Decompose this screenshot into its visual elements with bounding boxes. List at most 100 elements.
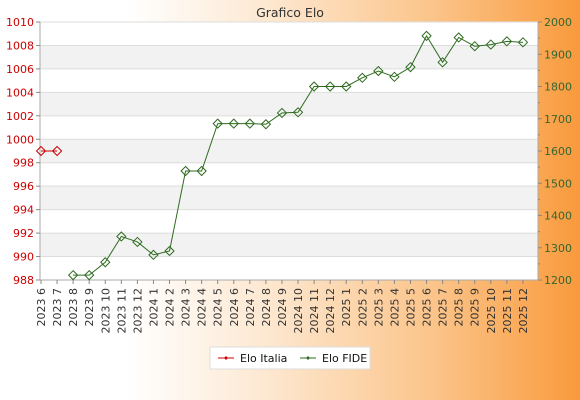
x-tick-label: 2023 7 — [51, 288, 64, 327]
x-tick-label: 2025 11 — [501, 288, 514, 334]
left-tick-label: 1010 — [6, 16, 34, 29]
data-point — [517, 37, 529, 48]
right-tick-label: 1400 — [544, 210, 572, 223]
series-elo-fide — [67, 30, 529, 281]
x-tick-label: 2024 12 — [324, 288, 337, 334]
x-tick-label: 2023 9 — [83, 288, 96, 327]
plot-area — [40, 21, 538, 281]
right-tick-label: 1900 — [544, 48, 572, 61]
data-point — [196, 165, 207, 177]
left-tick-label: 1006 — [6, 63, 34, 76]
x-tick-label: 2023 10 — [99, 288, 112, 334]
data-point — [180, 165, 191, 177]
data-point — [260, 119, 272, 130]
x-tick-label: 2025 8 — [453, 288, 466, 327]
x-tick-label: 2024 3 — [180, 288, 193, 327]
left-tick-label: 988 — [13, 274, 34, 287]
legend-label: Elo FIDE — [322, 352, 367, 365]
x-tick-label: 2025 9 — [469, 288, 482, 327]
data-point — [67, 269, 79, 281]
data-point — [501, 36, 513, 47]
data-point — [308, 81, 320, 92]
x-tick-label: 2024 1 — [147, 288, 160, 327]
right-tick-label: 1300 — [544, 242, 572, 255]
data-point — [324, 81, 336, 92]
left-tick-label: 1002 — [6, 110, 34, 123]
data-point — [485, 39, 497, 50]
chart-title: Grafico Elo — [256, 5, 324, 20]
x-tick-label: 2025 1 — [340, 288, 353, 327]
grid-band — [40, 139, 538, 163]
grid-band — [40, 92, 538, 116]
data-point — [164, 245, 175, 257]
x-tick-label: 2024 6 — [228, 288, 241, 327]
data-point — [469, 40, 480, 52]
data-point — [51, 145, 63, 157]
right-tick-label: 2000 — [544, 16, 572, 29]
x-tick-label: 2025 12 — [517, 288, 530, 334]
legend-item: Elo Italia — [218, 352, 287, 365]
data-point — [132, 236, 143, 248]
left-tick-label: 1000 — [6, 133, 34, 146]
data-point — [405, 61, 416, 73]
legend-box — [209, 346, 371, 370]
right-tick-label: 1200 — [544, 274, 572, 287]
x-tick-label: 2023 11 — [115, 288, 128, 334]
grid-band — [40, 209, 538, 234]
x-tick-label: 2023 12 — [131, 288, 144, 334]
data-point — [100, 257, 111, 268]
x-tick-label: 2024 2 — [164, 288, 177, 327]
legend-marker — [224, 356, 228, 360]
series-elo-italia — [35, 145, 63, 157]
data-point — [421, 30, 432, 42]
data-point — [212, 118, 223, 129]
data-point — [292, 107, 304, 118]
series-layer — [35, 30, 529, 281]
grid-band — [40, 68, 538, 93]
legend: Elo Italia Elo FIDE — [209, 346, 371, 370]
legend-item: Elo FIDE — [300, 352, 367, 365]
data-point — [437, 57, 448, 68]
left-tick-label: 994 — [13, 204, 34, 217]
x-tick-label: 2023 8 — [67, 288, 80, 327]
right-tick-label: 1600 — [544, 145, 572, 158]
grid-band — [40, 22, 538, 46]
grid-band — [40, 256, 538, 280]
left-tick-label: 998 — [13, 157, 34, 170]
x-tick-label: 2025 2 — [356, 288, 369, 327]
data-point — [389, 71, 400, 83]
data-point — [148, 249, 159, 261]
x-tick-label: 2024 4 — [196, 288, 209, 327]
data-point — [228, 118, 239, 129]
grid-band — [40, 186, 538, 210]
x-tick-label: 2025 6 — [421, 288, 434, 327]
grid-band — [40, 45, 538, 69]
legend-label: Elo Italia — [240, 352, 287, 365]
data-point — [244, 118, 256, 129]
data-point — [116, 231, 127, 242]
x-tick-label: 2024 7 — [244, 288, 257, 327]
left-tick-label: 992 — [13, 227, 34, 240]
right-tick-label: 1800 — [544, 81, 572, 94]
x-tick-label: 2024 10 — [292, 288, 305, 334]
data-point — [35, 145, 47, 157]
data-point — [276, 107, 288, 119]
data-point — [83, 269, 95, 281]
right-tick-label: 1500 — [544, 177, 572, 190]
x-tick-label: 2023 6 — [35, 288, 48, 327]
x-tick-label: 2024 8 — [260, 288, 273, 327]
data-point — [341, 81, 352, 92]
grid-band — [40, 115, 538, 140]
legend-marker — [306, 356, 310, 360]
data-point — [453, 32, 464, 43]
right-tick-label: 1700 — [544, 113, 572, 126]
axes: 988 990 992 994 996 998 1000 1002 1004 1006 1008 10… — [6, 16, 572, 334]
left-tick-label: 1008 — [6, 39, 34, 52]
x-tick-label: 2025 3 — [372, 288, 385, 327]
left-tick-label: 990 — [13, 251, 34, 264]
grid-band — [40, 233, 538, 257]
left-tick-label: 996 — [13, 180, 34, 193]
x-tick-label: 2025 10 — [485, 288, 498, 334]
